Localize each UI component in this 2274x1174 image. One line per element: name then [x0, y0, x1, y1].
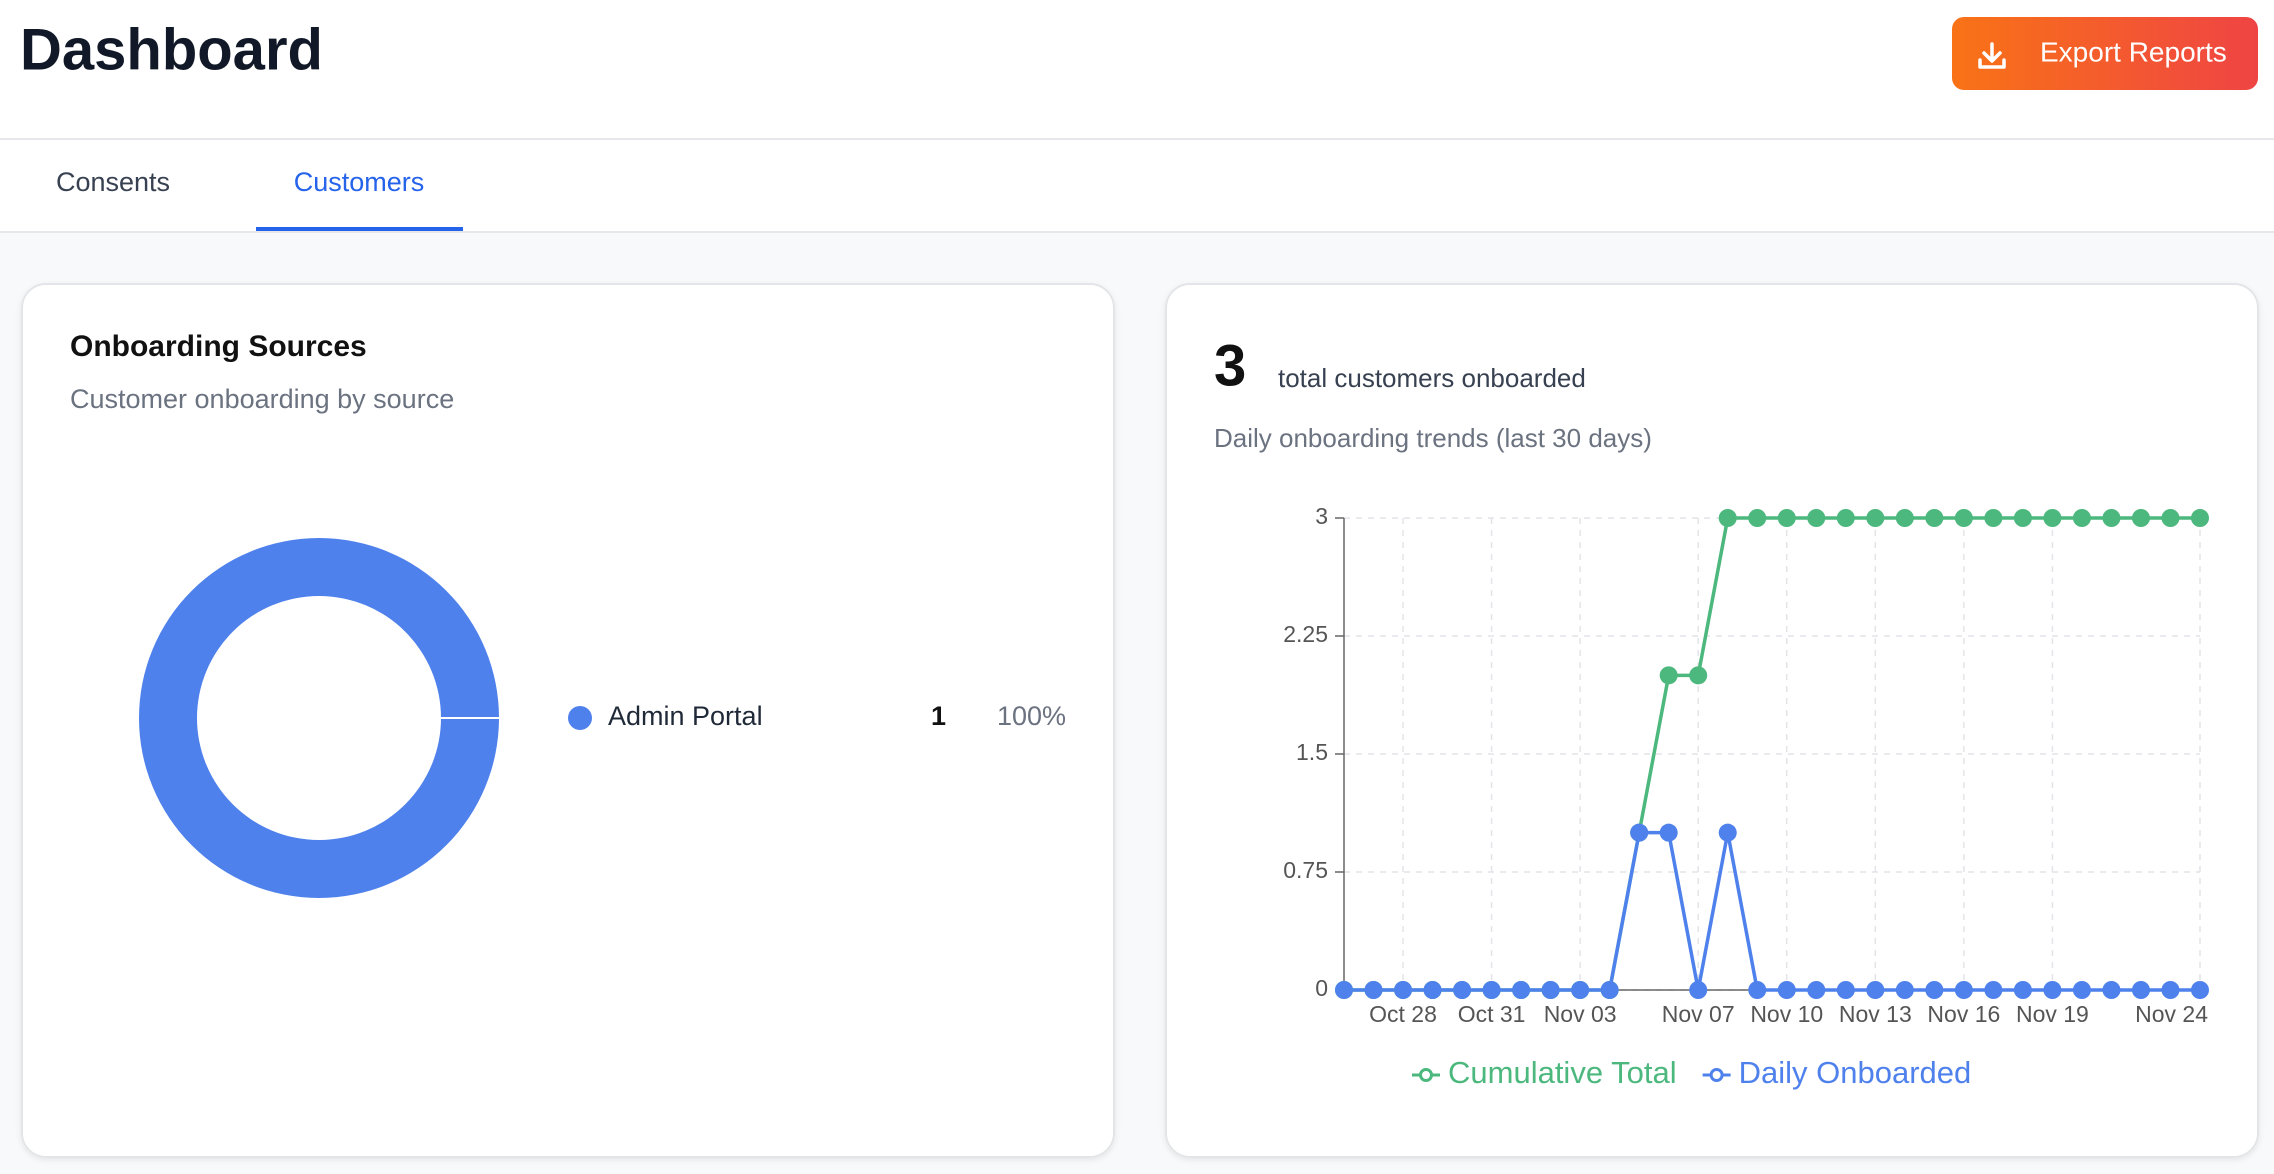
data-point	[1659, 823, 1678, 842]
tab-active[interactable]: Customers	[294, 167, 425, 197]
legend-icon-dot	[1709, 1068, 1724, 1082]
y-tick-label: 3	[1315, 503, 1328, 529]
data-point	[2013, 509, 2032, 527]
data-point	[1895, 509, 1914, 527]
data-point	[2102, 981, 2121, 999]
legend-dot	[568, 706, 592, 730]
x-tick-label: Nov 13	[1839, 1001, 1912, 1027]
x-tick-label: Nov 24	[2135, 1001, 2208, 1027]
legend-percent: 100%	[997, 701, 1066, 731]
data-point	[1836, 981, 1855, 999]
data-point	[2102, 509, 2121, 527]
data-point	[1807, 981, 1826, 999]
data-point	[1689, 981, 1708, 999]
headline-label: total customers onboarded	[1278, 363, 1586, 393]
data-point	[2131, 509, 2150, 527]
data-point	[1807, 509, 1826, 527]
data-point	[1748, 981, 1767, 999]
data-point	[1482, 981, 1501, 999]
data-point	[1512, 981, 1531, 999]
donut-segment	[139, 538, 499, 898]
legend-label: Cumulative Total	[1448, 1055, 1677, 1090]
data-point	[1541, 981, 1560, 999]
legend-label: Daily Onboarded	[1739, 1055, 1972, 1090]
data-point	[1925, 981, 1944, 999]
x-tick-label: Oct 31	[1458, 1001, 1526, 1027]
data-point	[1453, 981, 1472, 999]
headline-number: 3	[1214, 333, 1246, 398]
y-tick-label: 2.25	[1283, 621, 1328, 647]
card-subtitle: Daily onboarding trends (last 30 days)	[1214, 423, 1652, 453]
data-point	[1600, 981, 1619, 999]
data-point	[2131, 981, 2150, 999]
legend-label: Admin Portal	[608, 701, 763, 731]
data-point	[1984, 509, 2003, 527]
card-subtitle: Customer onboarding by source	[70, 384, 454, 414]
x-tick-label: Oct 28	[1369, 1001, 1437, 1027]
download-icon	[1978, 42, 2006, 69]
data-point	[1777, 981, 1796, 999]
data-point	[2191, 509, 2209, 527]
data-point	[1866, 509, 1885, 527]
x-tick-label: Nov 19	[2016, 1001, 2089, 1027]
y-tick-label: 1.5	[1296, 739, 1328, 765]
data-point	[1954, 981, 1973, 999]
data-point	[1571, 981, 1590, 999]
x-tick-label: Nov 03	[1544, 1001, 1617, 1027]
data-point	[1895, 981, 1914, 999]
data-point	[1925, 509, 1944, 527]
export-button[interactable]: Export Reports	[1952, 17, 2258, 90]
data-point	[2072, 509, 2091, 527]
data-point	[1748, 509, 1767, 527]
tab[interactable]: Consents	[56, 167, 170, 197]
legend-icon-dot	[1419, 1068, 1433, 1082]
data-point	[2043, 509, 2062, 527]
card-title: Onboarding Sources	[70, 330, 367, 363]
button-bg[interactable]	[1952, 17, 2258, 90]
data-point	[1335, 981, 1353, 999]
card	[1165, 283, 2259, 1158]
x-tick-label: Nov 16	[1927, 1001, 2000, 1027]
tab-underline	[256, 227, 463, 231]
data-point	[2013, 981, 2032, 999]
page-title: Dashboard	[20, 17, 323, 82]
legend-count: 1	[931, 701, 946, 731]
data-point	[2072, 981, 2091, 999]
data-point	[1423, 981, 1442, 999]
header-bg	[0, 0, 2274, 232]
y-tick-label: 0	[1315, 975, 1328, 1001]
data-point	[1718, 823, 1737, 842]
data-point	[1659, 666, 1678, 685]
data-point	[1364, 981, 1383, 999]
data-point	[1777, 509, 1796, 527]
data-point	[1718, 509, 1737, 527]
card	[21, 283, 1115, 1158]
data-point	[2191, 981, 2209, 999]
data-point	[1394, 981, 1413, 999]
data-point	[1836, 509, 1855, 527]
x-tick-label: Nov 07	[1662, 1001, 1735, 1027]
data-point	[1984, 981, 2003, 999]
y-tick-label: 0.75	[1283, 857, 1328, 883]
button-label[interactable]: Export Reports	[2040, 36, 2227, 67]
data-point	[1689, 666, 1708, 685]
data-point	[2161, 981, 2180, 999]
data-point	[1630, 823, 1649, 842]
data-point	[2043, 981, 2062, 999]
data-point	[2161, 509, 2180, 527]
data-point	[1866, 981, 1885, 999]
data-point	[1954, 509, 1973, 527]
x-tick-label: Nov 10	[1750, 1001, 1823, 1027]
